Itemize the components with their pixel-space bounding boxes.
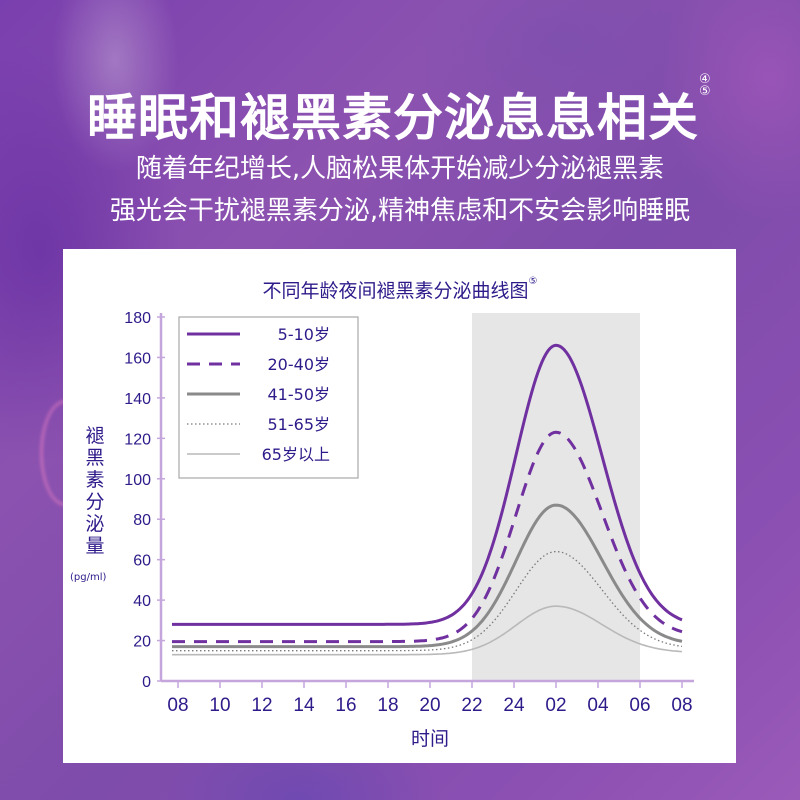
legend-label: 41-50岁 xyxy=(268,385,331,404)
legend-label: 5-10岁 xyxy=(278,325,330,344)
chart-title: 不同年龄夜间褪黑素分泌曲线图⑤ xyxy=(262,275,538,302)
subtitle-line-1: 随着年纪增长,人脑松果体开始减少分泌褪黑素 xyxy=(135,154,665,184)
x-tick-label: 18 xyxy=(377,695,398,716)
y-tick-label: 100 xyxy=(124,472,151,489)
series-line xyxy=(172,605,683,656)
series-line xyxy=(172,430,683,644)
y-tick-label: 0 xyxy=(142,674,151,691)
chart-legend: 5-10岁 20-40岁 41-50岁 51-65岁 65岁以上 xyxy=(178,316,359,479)
subtitle-line-2: 强光会干扰褪黑素分泌,精神焦虑和不安会影响睡眠 xyxy=(109,196,691,226)
x-tick-label: 16 xyxy=(335,695,356,716)
y-tick-label: 80 xyxy=(133,512,151,529)
series-line xyxy=(172,343,683,626)
legend-label: 65岁以上 xyxy=(262,445,330,464)
y-tick-label: 160 xyxy=(124,350,151,367)
page-title: 睡眠和褪黑素分泌息息相关④ ⑤ xyxy=(87,72,712,147)
x-tick-label: 06 xyxy=(629,695,650,716)
x-tick-label: 02 xyxy=(545,695,566,716)
y-tick-label: 180 xyxy=(124,310,151,327)
y-tick-label: 20 xyxy=(133,634,151,651)
x-tick-label: 14 xyxy=(293,695,315,716)
x-axis-label: 时间 xyxy=(411,728,449,750)
x-tick-label: 08 xyxy=(167,695,188,716)
series-line xyxy=(172,550,683,652)
y-tick-label: 120 xyxy=(124,431,151,448)
x-tick-label: 22 xyxy=(461,695,482,716)
x-tick-label: 20 xyxy=(419,695,440,716)
x-tick-label: 04 xyxy=(587,695,609,716)
x-tick-label: 08 xyxy=(671,695,692,716)
legend-label: 20-40岁 xyxy=(268,355,331,374)
y-tick-label: 140 xyxy=(124,391,151,408)
y-tick-label: 60 xyxy=(133,553,151,570)
legend-label: 51-65岁 xyxy=(268,415,331,434)
x-tick-label: 10 xyxy=(209,695,230,716)
series-line xyxy=(172,503,683,649)
x-tick-label: 24 xyxy=(503,695,525,716)
y-axis-unit: (pg/ml) xyxy=(70,572,107,583)
y-tick-label: 40 xyxy=(133,593,151,610)
y-axis-label: 褪黑素分泌量 (pg/ml) xyxy=(70,425,110,583)
x-tick-label: 12 xyxy=(251,695,272,716)
